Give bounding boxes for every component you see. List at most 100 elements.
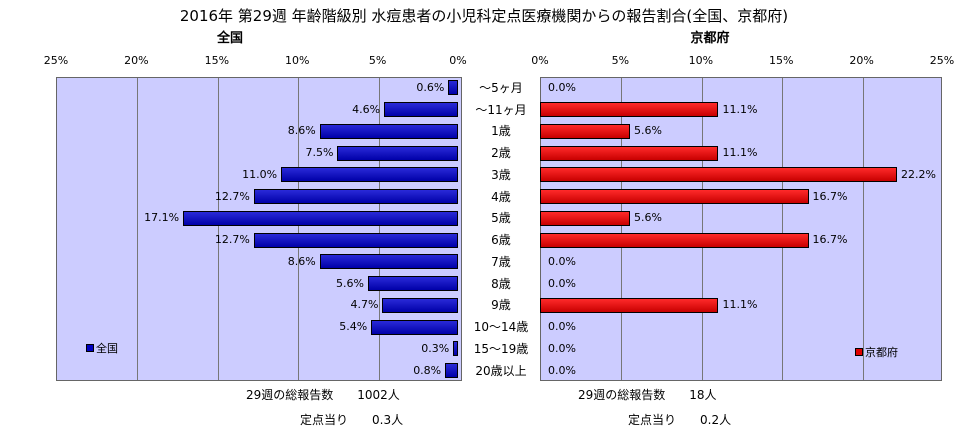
value-label-kyoto: 16.7% <box>812 233 848 247</box>
age-category-label: 9歳 <box>491 298 511 313</box>
value-label-kyoto: 11.1% <box>722 298 758 312</box>
value-label-kyoto: 22.2% <box>900 167 936 181</box>
gridline <box>621 78 623 380</box>
bar-kyoto <box>540 189 809 205</box>
legend-kyoto: 京都府 <box>855 344 898 360</box>
bar-national <box>384 102 458 118</box>
bar-kyoto <box>540 210 631 226</box>
right-tick-label: 20% <box>849 54 874 67</box>
legend-label-national: 全国 <box>96 342 118 355</box>
right-tick-label: 25% <box>929 54 955 67</box>
value-label-kyoto: 0.0% <box>548 276 576 290</box>
bar-national <box>281 167 458 183</box>
bar-kyoto <box>540 102 719 118</box>
left-tick-label: 20% <box>124 54 149 67</box>
age-category-label: 15～19歳 <box>473 341 529 356</box>
value-label-national: 4.7% <box>350 298 379 312</box>
bar-kyoto <box>540 167 897 183</box>
value-label-national: 5.6% <box>336 276 364 290</box>
gridline <box>378 78 380 380</box>
bar-national <box>371 319 458 335</box>
age-category-label: ～5ヶ月 <box>479 80 523 95</box>
age-category-label: 6歳 <box>491 233 511 248</box>
gridline <box>298 78 300 380</box>
value-label-national: 0.6% <box>416 80 445 94</box>
gridline <box>137 78 139 380</box>
right-tick-label: 15% <box>768 54 794 67</box>
value-label-national: 7.5% <box>305 146 334 160</box>
age-category-label: 20歳以上 <box>475 363 527 378</box>
bar-kyoto <box>540 123 631 139</box>
value-label-kyoto: 5.6% <box>634 124 662 138</box>
value-label-national: 5.4% <box>339 320 368 334</box>
bar-kyoto <box>540 297 719 313</box>
gridline <box>782 78 784 380</box>
right-tick-label: 5% <box>611 54 630 67</box>
bar-national <box>319 123 458 139</box>
value-label-national: 12.7% <box>214 233 250 247</box>
value-label-kyoto: 11.1% <box>722 146 758 160</box>
left-tick-label: 5% <box>368 54 387 67</box>
left-tick-label: 25% <box>43 54 69 67</box>
gridline <box>701 78 703 380</box>
bar-national <box>453 341 458 357</box>
value-label-kyoto: 0.0% <box>548 320 576 334</box>
bar-national <box>448 80 458 96</box>
gridline <box>862 78 864 380</box>
value-label-kyoto: 0.0% <box>548 341 576 355</box>
plot-area-national <box>56 77 462 381</box>
national-per-site: 定点当り 0.3人 <box>300 413 404 427</box>
age-category-label: 4歳 <box>491 189 511 204</box>
value-label-national: 11.0% <box>242 167 278 181</box>
right-tick-label: 10% <box>688 54 714 67</box>
age-category-label: 10～14歳 <box>473 320 529 335</box>
value-label-kyoto: 16.7% <box>812 189 848 203</box>
right-tick-label: 0% <box>531 54 549 67</box>
kyoto-per-site: 定点当り 0.2人 <box>628 413 732 427</box>
value-label-national: 0.8% <box>413 363 442 377</box>
bar-kyoto <box>540 145 719 161</box>
panel-title-national: 全国 <box>216 31 243 46</box>
bar-national <box>253 232 458 248</box>
value-label-kyoto: 11.1% <box>722 102 758 116</box>
kyoto-total-reports: 29週の総報告数 18人 <box>578 388 717 402</box>
value-label-national: 8.6% <box>287 254 316 268</box>
gridline <box>217 78 219 380</box>
age-category-label: 8歳 <box>491 276 511 291</box>
age-category-label: 3歳 <box>491 167 511 182</box>
chart-title: 2016年 第29週 年齢階級別 水痘患者の小児科定点医療機関からの報告割合(全… <box>179 7 789 25</box>
bar-national <box>382 297 458 313</box>
left-tick-label: 15% <box>204 54 230 67</box>
value-label-kyoto: 5.6% <box>634 211 662 225</box>
legend-swatch-national <box>86 344 94 352</box>
bar-national <box>445 363 458 379</box>
value-label-kyoto: 0.0% <box>548 80 576 94</box>
value-label-national: 4.6% <box>352 102 381 116</box>
bar-national <box>337 145 458 161</box>
legend-national: 全国 <box>86 340 118 356</box>
bar-kyoto <box>540 232 809 248</box>
national-total-reports: 29週の総報告数 1002人 <box>246 388 400 402</box>
value-label-national: 0.3% <box>421 341 450 355</box>
value-label-national: 17.1% <box>144 211 180 225</box>
legend-label-kyoto: 京都府 <box>865 346 898 359</box>
left-tick-label: 0% <box>449 54 467 67</box>
age-category-label: 5歳 <box>491 211 511 226</box>
value-label-national: 8.6% <box>287 124 316 138</box>
plot-area-kyoto <box>540 77 942 381</box>
age-category-label: ～11ヶ月 <box>475 102 527 117</box>
left-tick-label: 10% <box>284 54 310 67</box>
value-label-national: 12.7% <box>214 189 250 203</box>
bar-national <box>367 276 458 292</box>
legend-swatch-kyoto <box>855 348 863 356</box>
bar-national <box>319 254 458 270</box>
age-category-label: 1歳 <box>491 124 511 139</box>
age-category-label: 2歳 <box>491 146 511 161</box>
bar-national <box>183 210 458 226</box>
age-category-label: 7歳 <box>491 254 511 269</box>
value-label-kyoto: 0.0% <box>548 254 576 268</box>
value-label-kyoto: 0.0% <box>548 363 576 377</box>
bar-national <box>253 189 458 205</box>
panel-title-kyoto: 京都府 <box>690 31 730 46</box>
